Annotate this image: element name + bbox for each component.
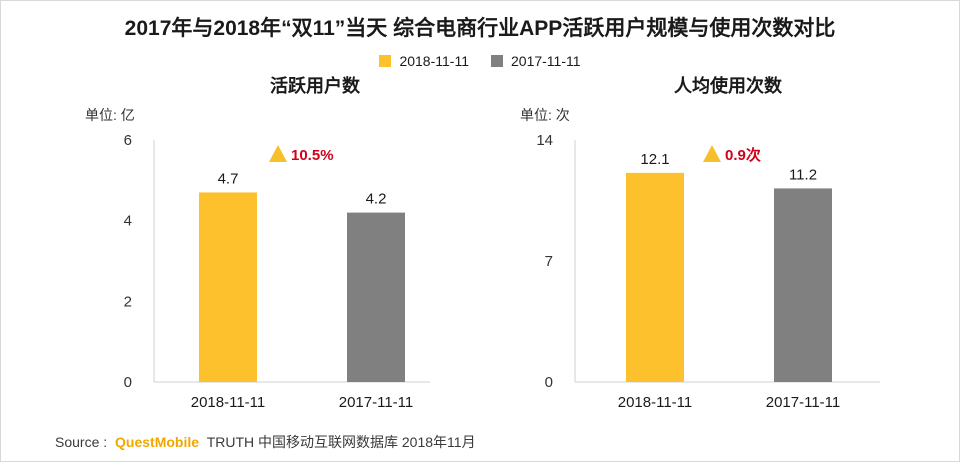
- chart2-unit-label: 单位: 次: [520, 107, 570, 123]
- chart1-y-tick-label: 6: [124, 132, 132, 149]
- legend: 2018-11-11 2017-11-11: [0, 53, 960, 69]
- chart1-x-tick-label: 2017-11-11: [339, 394, 414, 411]
- chart2-data-label: 11.2: [789, 166, 817, 183]
- legend-swatch-2018: [379, 55, 392, 67]
- chart1-bar-2018-11-11: [199, 192, 257, 382]
- chart2-y-tick-label: 0: [545, 374, 553, 391]
- legend-item-2017: 2017-11-11: [491, 53, 581, 69]
- chart1-y-tick-label: 0: [124, 374, 132, 391]
- chart1-title: 活跃用户数: [270, 75, 361, 96]
- chart1-x-tick-label: 2018-11-11: [191, 394, 266, 411]
- chart2-x-tick-label: 2017-11-11: [766, 394, 841, 411]
- chart1-data-label: 4.7: [218, 170, 239, 187]
- chart2-growth-label: 0.9次: [725, 146, 761, 164]
- legend-swatch-2017: [491, 55, 503, 67]
- chart2-data-label: 12.1: [640, 151, 669, 168]
- chart2-bar-2017-11-11: [774, 188, 832, 382]
- chart2-bar-2018-11-11: [626, 172, 684, 382]
- source-prefix: Source :: [55, 434, 108, 450]
- chart2-growth-up-icon: [703, 145, 721, 162]
- chart1-y-tick-label: 4: [124, 213, 132, 230]
- figure-title: 2017年与2018年“双11”当天 综合电商行业APP活跃用户规模与使用次数对…: [124, 17, 836, 40]
- chart2-title: 人均使用次数: [674, 75, 783, 96]
- chart1-data-label: 4.2: [366, 191, 387, 208]
- chart1-y-tick-label: 2: [124, 293, 132, 310]
- source-suffix: TRUTH 中国移动互联网数据库 2018年11月: [206, 434, 476, 450]
- chart1-bar-2017-11-11: [347, 212, 405, 382]
- chart1-growth-label: 10.5%: [291, 147, 334, 164]
- chart2-y-tick-label: 7: [545, 253, 553, 270]
- source-brand: QuestMobile: [115, 434, 200, 450]
- source-line: Source : QuestMobile TRUTH 中国移动互联网数据库 20…: [55, 432, 476, 452]
- chart1-unit-label: 单位: 亿: [85, 107, 135, 123]
- chart1-growth-up-icon: [269, 145, 287, 162]
- chart2-x-tick-label: 2018-11-11: [618, 394, 693, 411]
- legend-label-2018: 2018-11-11: [399, 53, 469, 69]
- legend-item-2018: 2018-11-11: [379, 53, 469, 69]
- legend-label-2017: 2017-11-11: [511, 53, 581, 69]
- chart2-y-tick-label: 14: [536, 132, 553, 149]
